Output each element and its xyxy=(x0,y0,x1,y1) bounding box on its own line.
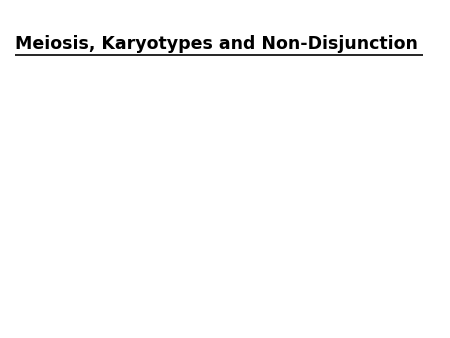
Text: Meiosis, Karyotypes and Non-Disjunction: Meiosis, Karyotypes and Non-Disjunction xyxy=(15,35,418,53)
